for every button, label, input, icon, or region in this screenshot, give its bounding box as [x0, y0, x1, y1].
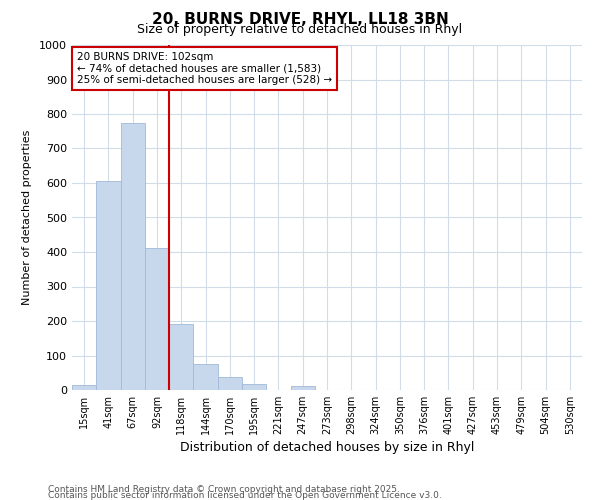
Text: 20, BURNS DRIVE, RHYL, LL18 3BN: 20, BURNS DRIVE, RHYL, LL18 3BN [152, 12, 448, 28]
X-axis label: Distribution of detached houses by size in Rhyl: Distribution of detached houses by size … [180, 441, 474, 454]
Text: Size of property relative to detached houses in Rhyl: Size of property relative to detached ho… [137, 22, 463, 36]
Text: Contains HM Land Registry data © Crown copyright and database right 2025.: Contains HM Land Registry data © Crown c… [48, 485, 400, 494]
Bar [72, 385, 96, 390]
Bar [290, 386, 315, 390]
Bar [145, 248, 169, 390]
Text: Contains public sector information licensed under the Open Government Licence v3: Contains public sector information licen… [48, 490, 442, 500]
Text: 20 BURNS DRIVE: 102sqm
← 74% of detached houses are smaller (1,583)
25% of semi-: 20 BURNS DRIVE: 102sqm ← 74% of detached… [77, 52, 332, 85]
Bar [242, 384, 266, 390]
Bar [96, 180, 121, 390]
Bar [169, 324, 193, 390]
Bar [218, 377, 242, 390]
Bar [121, 124, 145, 390]
Y-axis label: Number of detached properties: Number of detached properties [22, 130, 32, 305]
Bar [193, 364, 218, 390]
